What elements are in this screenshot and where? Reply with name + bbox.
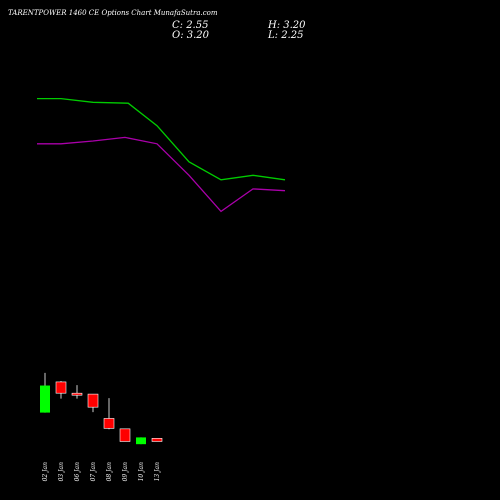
candle-body <box>40 385 50 413</box>
candle-body <box>119 428 131 442</box>
candle-body <box>71 392 83 396</box>
x-tick-label: 06 Jan <box>74 462 81 482</box>
x-tick-label: 09 Jan <box>122 462 129 482</box>
candle-body <box>151 438 163 442</box>
low-readout: L: 2.25 <box>268 30 304 41</box>
high-readout: H: 3.20 <box>268 20 306 31</box>
candle-body <box>55 381 67 394</box>
candle-body <box>136 437 146 445</box>
x-tick-label: 02 Jan <box>42 462 49 482</box>
candle-body <box>87 393 99 408</box>
chart-title: TARENTPOWER 1460 CE Options Chart Munafa… <box>8 9 218 17</box>
x-tick-label: 03 Jan <box>58 462 65 482</box>
open-readout: O: 3.20 <box>172 30 210 41</box>
moving-average-line-1 <box>37 97 286 181</box>
x-tick-label: 07 Jan <box>90 462 97 482</box>
x-tick-label: 08 Jan <box>106 462 113 482</box>
candle-body <box>103 418 115 429</box>
x-tick-label: 10 Jan <box>138 462 145 482</box>
close-readout: C: 2.55 <box>172 20 209 31</box>
x-tick-label: 13 Jan <box>154 462 161 482</box>
moving-average-line-2 <box>37 136 286 213</box>
